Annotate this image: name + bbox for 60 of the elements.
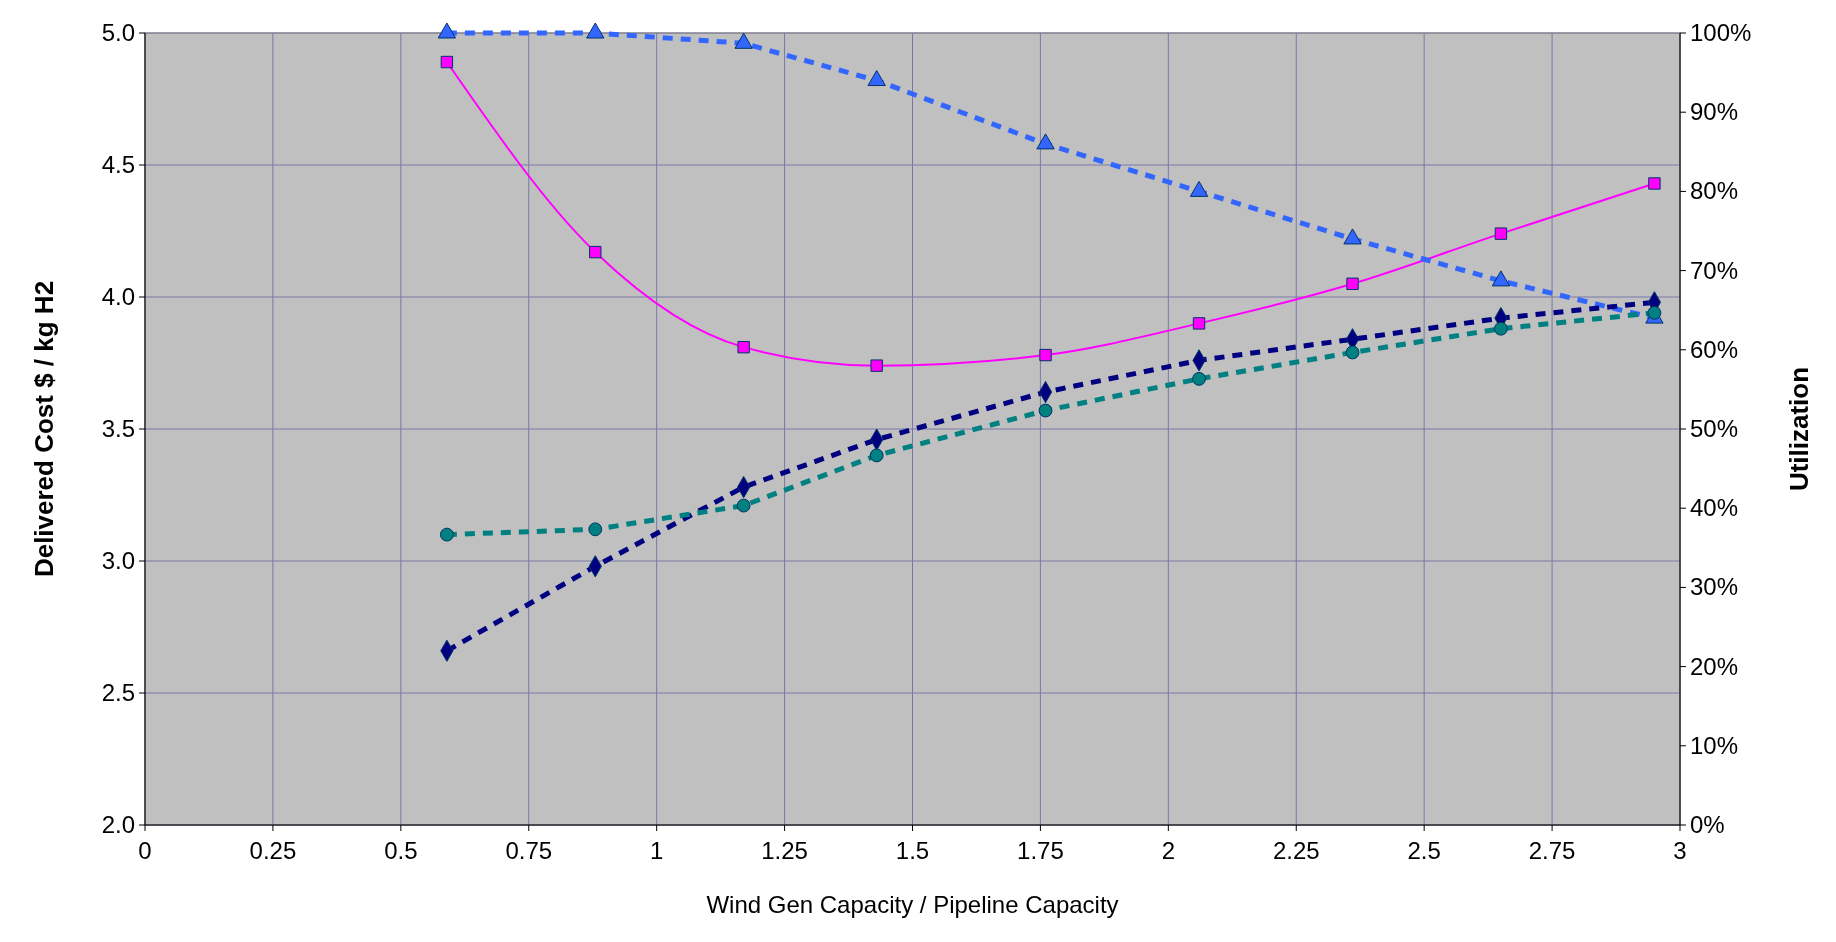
point: [1039, 348, 1052, 362]
point: [1491, 270, 1511, 287]
y2-tick-label: 50%: [1690, 415, 1739, 442]
y2-tick-label: 30%: [1690, 573, 1739, 601]
point: [737, 340, 750, 354]
point: [437, 22, 457, 39]
point: [586, 22, 605, 39]
y-tick-label: 4.0: [101, 283, 135, 310]
y2-tick-label: 70%: [1690, 256, 1739, 284]
point: [1346, 277, 1359, 290]
y-tick-label: 5.0: [101, 19, 135, 46]
point: [588, 522, 603, 537]
y2-tick-label: 0%: [1690, 811, 1725, 838]
x-tick-label: 1.5: [895, 837, 930, 864]
x-tick-label: 0: [138, 837, 152, 864]
y-tick-label: 2.0: [101, 811, 135, 838]
point: [736, 498, 751, 513]
point: [1647, 305, 1662, 320]
y2-tick-label: 60%: [1690, 335, 1739, 363]
point: [1494, 227, 1508, 240]
x-tick-label: 2.25: [1272, 837, 1320, 864]
x-tick-label: 2.75: [1528, 837, 1576, 864]
y2-axis-title: Utilization: [1784, 366, 1814, 492]
point: [867, 70, 886, 87]
x-tick-label: 1: [649, 837, 664, 864]
y-tick-label: 2.5: [101, 679, 135, 706]
point: [1036, 133, 1055, 150]
x-tick-label: 0.25: [249, 837, 297, 864]
x-tick-label: 0.5: [384, 837, 418, 864]
x-tick-label: 2: [1161, 837, 1176, 864]
point: [1189, 180, 1209, 197]
y-tick-label: 4.5: [101, 151, 135, 178]
y2-tick-label: 40%: [1690, 494, 1739, 522]
x-axis-title: Wind Gen Capacity / Pipeline Capacity: [706, 891, 1119, 918]
point: [589, 245, 602, 259]
y2-tick-label: 80%: [1690, 177, 1739, 205]
point: [439, 527, 454, 542]
point: [1038, 403, 1053, 418]
y2-tick-label: 10%: [1690, 731, 1739, 759]
point: [1648, 177, 1661, 190]
x-tick-label: 1.75: [1017, 837, 1064, 864]
y-axis-title: Delivered Cost $ / kg H2: [29, 280, 59, 578]
point: [734, 32, 753, 49]
y-tick-label: 3.5: [101, 415, 135, 442]
point: [1493, 321, 1508, 336]
y2-tick-label: 100%: [1690, 19, 1752, 46]
point: [1343, 228, 1362, 245]
point: [1345, 345, 1360, 360]
x-tick-label: 1.25: [761, 837, 808, 864]
y2-tick-label: 20%: [1690, 652, 1739, 680]
y-tick-label: 3.0: [101, 547, 135, 574]
point: [870, 359, 883, 372]
x-tick-label: 2.5: [1407, 837, 1441, 864]
point: [1192, 371, 1206, 386]
x-tick-label: 0.75: [505, 837, 553, 864]
point: [869, 448, 884, 463]
y2-tick-label: 90%: [1690, 98, 1739, 126]
point: [1192, 317, 1206, 330]
x-tick-label: 3: [1673, 837, 1687, 864]
point: [440, 55, 454, 69]
